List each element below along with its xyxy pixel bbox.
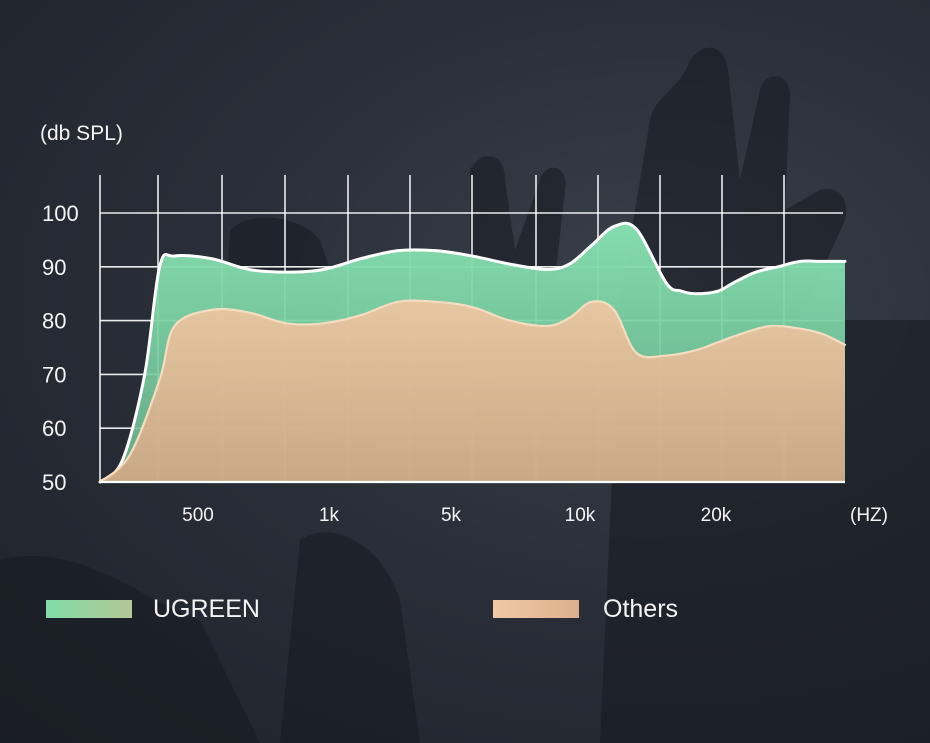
legend-label-others: Others [603, 595, 678, 623]
legend-swatch-ugreen [46, 600, 132, 618]
x-tick-label-20k: 20k [701, 505, 732, 526]
y-tick-label-70: 70 [42, 362, 66, 387]
x-tick-label-10k: 10k [565, 505, 596, 526]
series-line-ugreen [98, 221, 847, 484]
plot-areas [98, 221, 847, 484]
y-tick-label-90: 90 [42, 255, 66, 280]
legend-item-ugreen: UGREEN [46, 595, 260, 623]
x-axis-title: (HZ) [850, 505, 888, 526]
y-tick-labels: 100 90 80 70 60 50 [42, 201, 79, 495]
x-tick-labels: 500 1k 5k 10k 20k [182, 505, 732, 526]
series-area-others [100, 300, 845, 482]
x-tick-label-1k: 1k [319, 505, 340, 526]
y-tick-label-60: 60 [42, 416, 66, 441]
x-tick-label-500: 500 [182, 505, 214, 526]
y-tick-label-80: 80 [42, 309, 66, 334]
legend-item-others: Others [493, 595, 678, 623]
series-line-others [98, 299, 847, 484]
legend-label-ugreen: UGREEN [153, 595, 260, 623]
legend: UGREEN Others [46, 595, 678, 623]
y-tick-label-50: 50 [42, 470, 66, 495]
legend-swatch-others [493, 600, 579, 618]
x-tick-label-5k: 5k [441, 505, 462, 526]
y-tick-label-100: 100 [42, 201, 79, 226]
y-axis-title: (db SPL) [40, 122, 123, 145]
